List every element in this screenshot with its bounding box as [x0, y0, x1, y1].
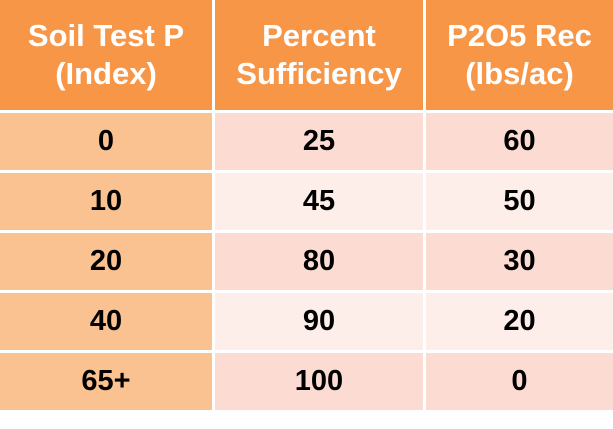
p2o5-rec-cell: 30 [426, 233, 613, 290]
percent-sufficiency-cell: 25 [215, 113, 423, 170]
soil-test-p-cell: 40 [0, 293, 212, 350]
table-row: 20 80 30 [0, 233, 613, 290]
header-soil-test-p: Soil Test P (Index) [0, 0, 212, 110]
header-line: P2O5 Rec [447, 18, 592, 53]
header-p2o5-rec: P2O5 Rec (lbs/ac) [426, 0, 613, 110]
table-row: 10 45 50 [0, 173, 613, 230]
header-line: Soil Test P [27, 18, 185, 53]
header-line: Percent [262, 18, 376, 53]
header-row: Soil Test P (Index) Percent Sufficiency P2… [0, 0, 613, 110]
table-row: 40 90 20 [0, 293, 613, 350]
p2o5-rec-cell: 50 [426, 173, 613, 230]
header-percent-sufficiency: Percent Sufficiency [215, 0, 423, 110]
header-line: (lbs/ac) [465, 56, 574, 91]
p2o5-rec-cell: 20 [426, 293, 613, 350]
soil-test-table: Soil Test P (Index) Percent Sufficiency P2… [0, 0, 613, 410]
soil-test-p-cell: 10 [0, 173, 212, 230]
table-row: 65+ 100 0 [0, 353, 613, 410]
table-row: 0 25 60 [0, 113, 613, 170]
percent-sufficiency-cell: 80 [215, 233, 423, 290]
soil-test-p-cell: 0 [0, 113, 212, 170]
p2o5-rec-cell: 60 [426, 113, 613, 170]
soil-test-p-cell: 65+ [0, 353, 212, 410]
percent-sufficiency-cell: 90 [215, 293, 423, 350]
percent-sufficiency-cell: 100 [215, 353, 423, 410]
header-line: Sufficiency [236, 56, 402, 91]
p2o5-rec-cell: 0 [426, 353, 613, 410]
header-line: (Index) [55, 56, 157, 91]
percent-sufficiency-cell: 45 [215, 173, 423, 230]
soil-test-p-cell: 20 [0, 233, 212, 290]
